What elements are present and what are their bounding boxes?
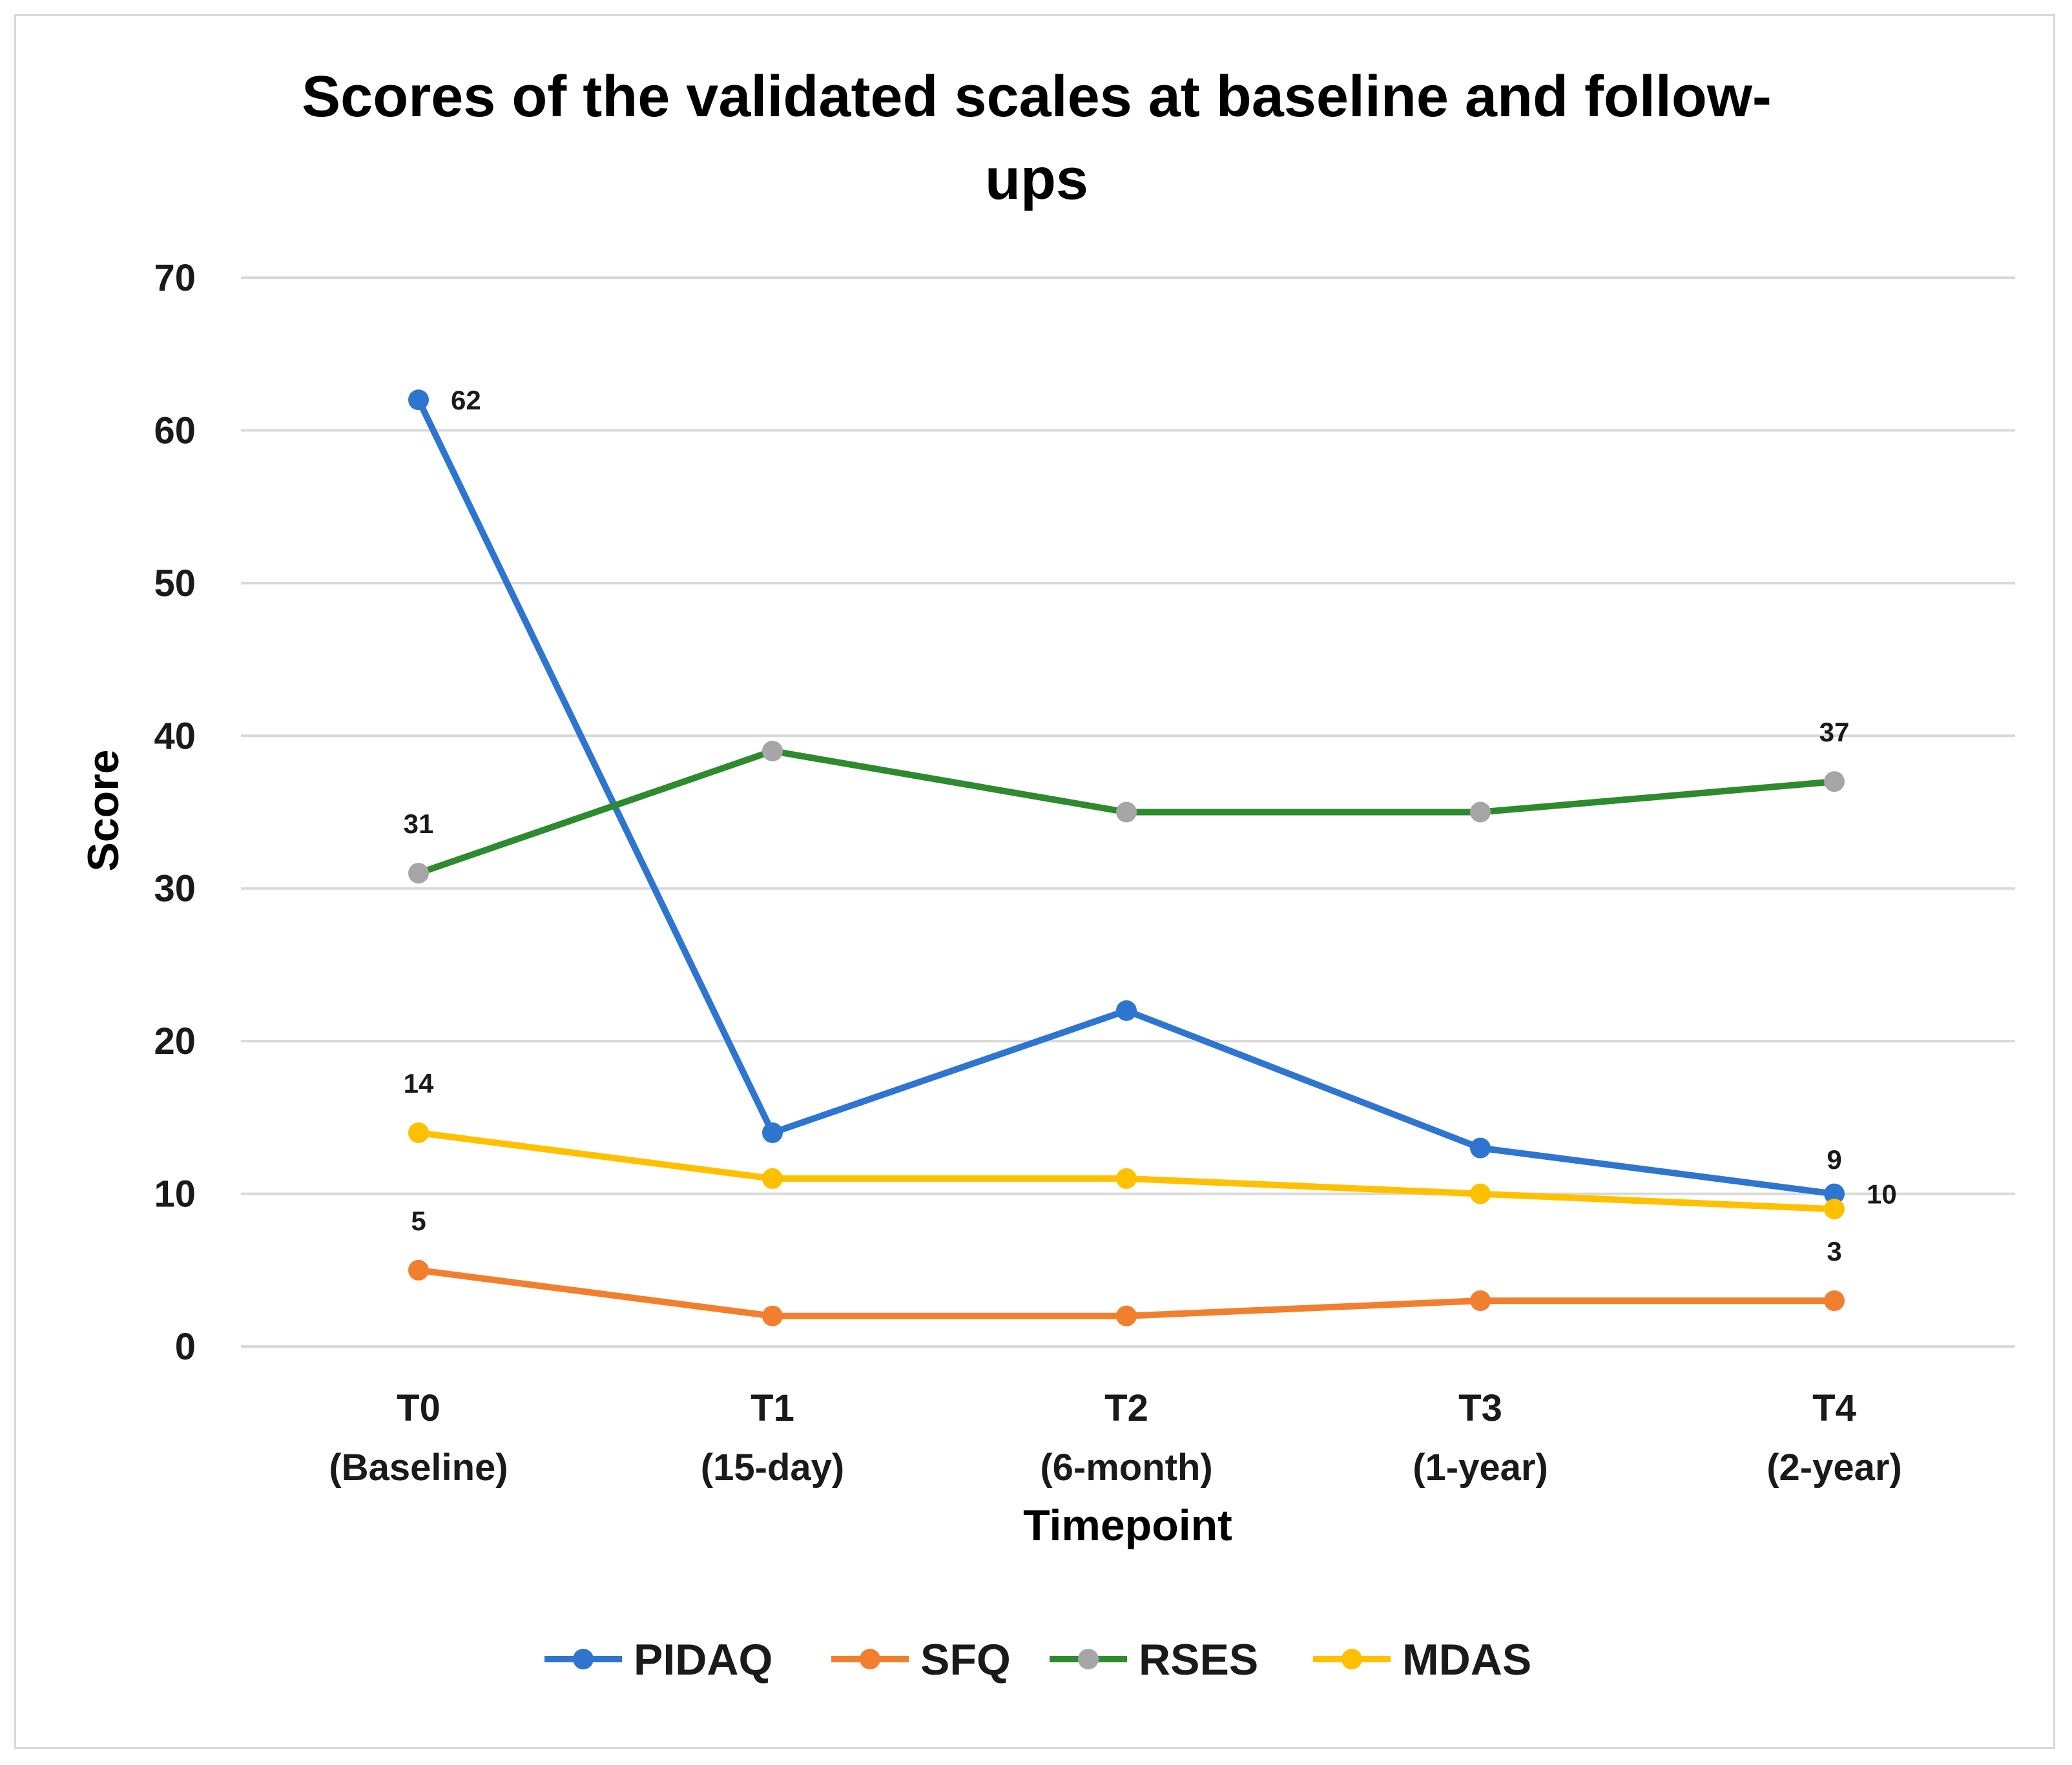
data-point-pidaq bbox=[1116, 1000, 1137, 1021]
data-point-rses bbox=[408, 863, 429, 884]
y-tick-label: 0 bbox=[175, 1326, 196, 1368]
data-point-rses bbox=[1116, 801, 1137, 823]
data-point-mdas bbox=[762, 1168, 783, 1189]
chart-frame: Scores of the validated scales at baseli… bbox=[14, 14, 2055, 1749]
legend-label-mdas: MDAS bbox=[1402, 1635, 1531, 1684]
data-point-rses bbox=[1824, 771, 1845, 792]
legend-label-pidaq: PIDAQ bbox=[634, 1635, 772, 1684]
y-axis-ticks: 0 10 20 30 40 50 60 70 bbox=[154, 257, 196, 1368]
x-tick-label: T1 bbox=[751, 1387, 794, 1429]
data-point-sfq bbox=[1116, 1305, 1137, 1326]
x-axis-title: Timepoint bbox=[1023, 1501, 1232, 1550]
data-label-mdas: 9 bbox=[1827, 1144, 1841, 1175]
data-point-sfq bbox=[408, 1259, 429, 1281]
data-labels: 62 10 5 3 31 37 14 9 bbox=[404, 385, 1897, 1266]
y-tick-label: 20 bbox=[154, 1020, 196, 1062]
data-label-pidaq: 62 bbox=[451, 385, 481, 415]
data-point-mdas bbox=[1116, 1168, 1137, 1189]
x-axis-ticks: T0 (Baseline) T1 (15-day) T2 (6-month) T3 (1-ye… bbox=[329, 1387, 1901, 1489]
legend: PIDAQ SFQ RSES MDAS bbox=[544, 1635, 1531, 1684]
y-tick-label: 60 bbox=[154, 409, 196, 451]
data-point-mdas bbox=[408, 1122, 429, 1143]
data-point-pidaq bbox=[408, 389, 429, 411]
x-tick-label: T4 bbox=[1812, 1387, 1856, 1429]
x-tick-label: (2-year) bbox=[1766, 1447, 1902, 1489]
data-point-rses bbox=[762, 740, 783, 761]
chart-title-line: Scores of the validated scales at baseli… bbox=[302, 65, 1772, 129]
data-label-mdas: 14 bbox=[404, 1068, 434, 1099]
x-tick-label: T2 bbox=[1104, 1387, 1148, 1429]
y-tick-label: 40 bbox=[154, 715, 196, 757]
data-point-mdas bbox=[1470, 1183, 1491, 1204]
chart-title: Scores of the validated scales at baseli… bbox=[302, 65, 1772, 212]
data-point-pidaq bbox=[1824, 1183, 1845, 1204]
data-label-rses: 37 bbox=[1819, 717, 1850, 747]
y-tick-label: 10 bbox=[154, 1173, 196, 1215]
legend-marker-rses bbox=[1078, 1649, 1099, 1669]
y-tick-label: 70 bbox=[154, 257, 196, 299]
data-point-sfq bbox=[1470, 1290, 1491, 1312]
y-axis-title: Score bbox=[79, 750, 128, 872]
y-tick-label: 50 bbox=[154, 563, 196, 604]
series-lines bbox=[408, 389, 1845, 1326]
y-tick-label: 30 bbox=[154, 868, 196, 910]
x-tick-label: (1-year) bbox=[1413, 1447, 1548, 1489]
x-tick-label: T3 bbox=[1458, 1387, 1502, 1429]
data-point-sfq bbox=[762, 1305, 783, 1326]
data-label-sfq: 5 bbox=[411, 1206, 426, 1236]
legend-marker-mdas bbox=[1342, 1649, 1362, 1669]
x-tick-label: (6-month) bbox=[1040, 1447, 1212, 1489]
data-point-sfq bbox=[1824, 1290, 1845, 1312]
gridlines bbox=[241, 276, 2015, 1348]
x-tick-label: (15-day) bbox=[701, 1447, 844, 1489]
legend-marker-sfq bbox=[860, 1649, 880, 1669]
line-chart: Scores of the validated scales at baseli… bbox=[79, 65, 2015, 1684]
data-point-mdas bbox=[1824, 1199, 1845, 1220]
data-point-rses bbox=[1470, 801, 1491, 823]
x-tick-label: (Baseline) bbox=[329, 1447, 508, 1489]
data-point-pidaq bbox=[1470, 1137, 1491, 1159]
legend-label-rses: RSES bbox=[1139, 1635, 1258, 1684]
x-tick-label: T0 bbox=[397, 1387, 440, 1429]
data-label-sfq: 3 bbox=[1827, 1236, 1841, 1266]
legend-marker-pidaq bbox=[573, 1649, 594, 1669]
data-point-pidaq bbox=[762, 1122, 783, 1143]
data-label-rses: 31 bbox=[404, 809, 434, 839]
chart-title-line: ups bbox=[985, 147, 1088, 212]
data-label-pidaq: 10 bbox=[1867, 1179, 1897, 1210]
legend-label-sfq: SFQ bbox=[920, 1635, 1011, 1684]
